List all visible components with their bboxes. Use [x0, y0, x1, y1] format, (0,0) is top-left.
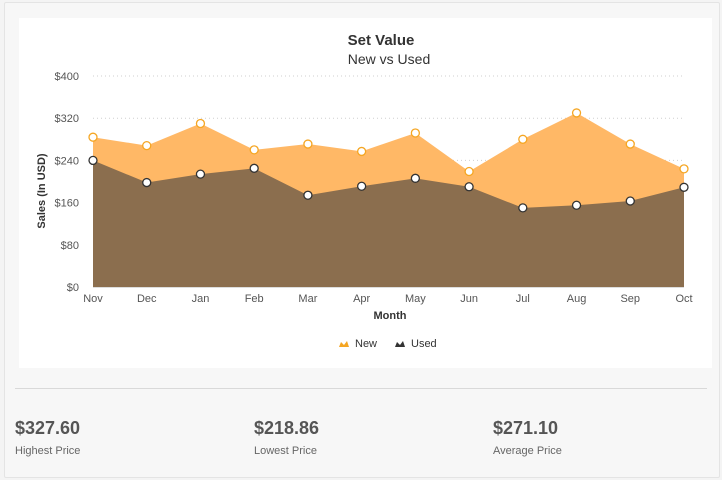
area-chart: Set Value New vs Used $0$80$160$240$320$…	[36, 32, 693, 350]
x-tick-label: Nov	[83, 293, 103, 305]
highest-price-value: $327.60	[15, 418, 81, 438]
legend-area-icon	[395, 341, 405, 347]
x-axis-title: Month	[374, 310, 407, 322]
used-data-point[interactable]	[410, 173, 421, 183]
legend-item-new[interactable]: New	[339, 338, 377, 350]
y-tick-label: $400	[55, 71, 79, 83]
stat-average: $271.10 Average Price	[493, 418, 562, 457]
used-series-area	[93, 160, 684, 287]
y-tick-label: $80	[61, 240, 79, 252]
x-tick-label: Aug	[567, 293, 587, 305]
new-data-point[interactable]	[249, 145, 259, 155]
new-data-point[interactable]	[571, 108, 582, 118]
lowest-price-value: $218.86	[254, 418, 320, 438]
x-axis-ticks: Nov Dec Jan Feb Mar Apr May Jun Jul Aug Sep Oct	[83, 293, 692, 305]
x-tick-label: Oct	[675, 293, 692, 305]
lowest-price-label: Lowest Price	[254, 445, 317, 457]
x-tick-label: Feb	[245, 293, 264, 305]
used-data-point[interactable]	[303, 190, 313, 200]
used-data-point[interactable]	[356, 181, 367, 191]
new-data-point[interactable]	[303, 139, 313, 149]
divider	[15, 388, 707, 389]
used-data-point[interactable]	[195, 169, 206, 179]
used-data-point[interactable]	[88, 155, 98, 166]
x-tick-label: Mar	[298, 293, 317, 305]
y-axis-ticks: $0 $80 $160 $240 $320 $400	[55, 71, 79, 294]
average-price-value: $271.10	[493, 418, 559, 438]
legend-area-icon	[339, 341, 349, 347]
y-tick-label: $240	[55, 155, 79, 167]
stat-lowest: $218.86 Lowest Price	[254, 418, 319, 457]
series-areas	[93, 112, 684, 287]
used-data-point[interactable]	[679, 182, 689, 192]
y-tick-label: $320	[55, 113, 79, 125]
x-tick-label: Jul	[516, 293, 530, 305]
used-data-point[interactable]	[625, 196, 635, 206]
y-tick-label: $160	[55, 198, 79, 210]
x-tick-label: Dec	[137, 293, 157, 305]
used-data-point[interactable]	[518, 203, 528, 213]
y-tick-label: $0	[67, 282, 79, 294]
chart-card: Set Value New vs Used $0 $80 $160 $240 $320 $…	[4, 2, 720, 478]
used-data-point[interactable]	[142, 177, 152, 188]
stat-highest: $327.60 Highest Price	[15, 418, 80, 457]
new-data-point[interactable]	[464, 166, 474, 177]
legend-item-used[interactable]: Used	[395, 338, 437, 350]
used-data-point[interactable]	[249, 163, 259, 173]
x-tick-label: Apr	[353, 293, 370, 305]
x-tick-label: Sep	[620, 293, 640, 305]
legend: New Used	[339, 338, 437, 350]
legend-label: Used	[411, 338, 437, 350]
used-data-point[interactable]	[571, 200, 582, 210]
legend-label: New	[355, 338, 377, 350]
new-data-point[interactable]	[679, 164, 689, 174]
new-data-point[interactable]	[195, 118, 206, 129]
x-tick-label: May	[405, 293, 426, 305]
new-data-point[interactable]	[625, 139, 635, 149]
new-data-point[interactable]	[518, 134, 528, 144]
used-data-point[interactable]	[464, 182, 474, 192]
chart-panel: Set Value New vs Used $0 $80 $160 $240 $320 $…	[19, 18, 712, 368]
x-tick-label: Jun	[460, 293, 478, 305]
series-markers	[88, 108, 689, 213]
new-data-point[interactable]	[410, 128, 421, 138]
x-tick-label: Jan	[192, 293, 210, 305]
average-price-label: Average Price	[493, 445, 562, 457]
highest-price-label: Highest Price	[15, 445, 81, 457]
y-axis-title: Sales (In USD)	[36, 153, 48, 229]
new-data-point[interactable]	[142, 140, 152, 151]
new-data-point[interactable]	[356, 146, 367, 157]
new-data-point[interactable]	[88, 132, 98, 142]
chart-subtitle: New vs Used	[348, 51, 430, 67]
chart-title: Set Value	[348, 32, 415, 49]
